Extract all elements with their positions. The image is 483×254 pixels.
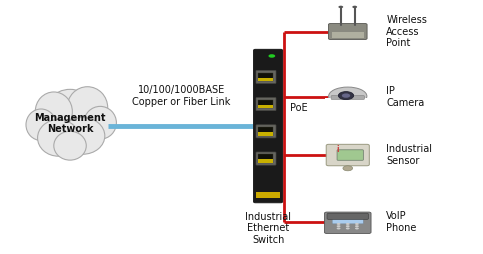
FancyBboxPatch shape [332,217,363,224]
Circle shape [337,225,341,227]
FancyBboxPatch shape [326,144,369,166]
Text: IP
Camera: IP Camera [386,86,425,108]
Text: Industrial
Sensor: Industrial Sensor [386,144,432,166]
Bar [258,132,273,136]
Circle shape [342,93,350,98]
FancyBboxPatch shape [256,125,276,138]
Ellipse shape [84,106,116,139]
Circle shape [355,227,359,229]
Ellipse shape [61,118,105,154]
Circle shape [337,223,341,225]
Circle shape [346,223,350,225]
FancyBboxPatch shape [256,70,276,84]
Circle shape [337,227,341,229]
Circle shape [355,223,359,225]
FancyBboxPatch shape [325,212,371,233]
Ellipse shape [26,109,56,140]
Text: Wireless
Access
Point: Wireless Access Point [386,15,427,48]
FancyBboxPatch shape [256,152,276,165]
Text: PoE: PoE [290,103,307,113]
FancyBboxPatch shape [254,50,283,203]
Circle shape [343,166,353,171]
Circle shape [355,225,359,227]
Ellipse shape [35,92,72,131]
Circle shape [339,6,343,8]
FancyBboxPatch shape [327,213,369,219]
Circle shape [352,6,357,8]
Bar [256,192,280,198]
FancyBboxPatch shape [258,100,273,108]
Ellipse shape [38,119,79,156]
Ellipse shape [41,89,99,152]
FancyBboxPatch shape [328,24,367,39]
Bar [258,160,273,163]
FancyBboxPatch shape [258,154,273,163]
Ellipse shape [67,87,108,129]
Bar [258,78,273,81]
Text: 10/100/1000BASE
Copper or Fiber Link: 10/100/1000BASE Copper or Fiber Link [132,85,231,107]
Text: VoIP
Phone: VoIP Phone [386,211,417,233]
Text: i: i [336,145,339,154]
Circle shape [269,54,275,58]
Ellipse shape [328,87,367,105]
Circle shape [346,227,350,229]
Ellipse shape [54,131,86,160]
Circle shape [346,225,350,227]
Bar [332,32,364,38]
Text: Industrial
Ethernet
Switch: Industrial Ethernet Switch [245,212,291,245]
FancyBboxPatch shape [331,96,364,99]
Bar [325,98,371,108]
Circle shape [339,92,354,100]
Text: Management
Network: Management Network [34,113,106,134]
FancyBboxPatch shape [258,127,273,136]
Bar [258,105,273,108]
FancyBboxPatch shape [337,150,363,160]
FancyBboxPatch shape [258,73,273,81]
FancyBboxPatch shape [256,98,276,111]
